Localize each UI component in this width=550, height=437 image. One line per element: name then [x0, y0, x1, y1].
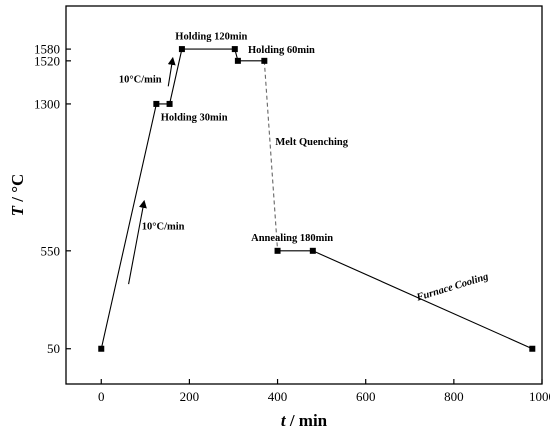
- x-tick-label: 400: [268, 389, 288, 404]
- x-axis-ticks: 0 200 400 600 800 1000: [98, 379, 550, 404]
- x-tick-label: 0: [98, 389, 105, 404]
- x-tick-label: 1000: [529, 389, 550, 404]
- x-tick-label: 600: [356, 389, 376, 404]
- y-tick-label: 1580: [34, 42, 60, 57]
- data-point-marker: [234, 57, 241, 64]
- annotation-label: Holding 30min: [161, 113, 228, 124]
- melt-quench-dashed-line: [263, 60, 279, 251]
- data-point-marker: [231, 46, 238, 53]
- data-point-marker: [98, 345, 105, 352]
- y-axis-label: T / °C: [8, 174, 27, 217]
- rate-arrow: [167, 56, 176, 87]
- y-tick-label: 550: [41, 243, 61, 258]
- annotation-label: Holding 120min: [175, 31, 247, 42]
- series-line: [277, 250, 533, 350]
- annotation-label: Annealing 180min: [251, 233, 333, 244]
- marker-layer: [98, 46, 536, 352]
- annotation-label: Melt Quenching: [275, 137, 348, 148]
- data-point-marker: [178, 46, 185, 53]
- data-point-marker: [166, 100, 173, 107]
- plot-frame: [65, 5, 543, 385]
- annotation-label: 10°C/min: [142, 221, 185, 232]
- annotation-label: 10°C/min: [119, 74, 162, 85]
- arrow-layer: [128, 56, 176, 285]
- y-axis-unit: / °C: [8, 174, 27, 206]
- y-axis-symbol: T: [8, 205, 27, 216]
- y-tick-label: 1520: [34, 53, 60, 68]
- data-point-marker: [261, 57, 268, 64]
- x-axis-label: t / min: [281, 411, 328, 430]
- y-tick-label: 50: [47, 341, 60, 356]
- x-axis-symbol: t: [281, 411, 287, 430]
- x-tick-label: 800: [444, 389, 464, 404]
- series-line: [100, 48, 265, 349]
- rate-arrow: [128, 199, 147, 285]
- annotation-label: Furnace Cooling: [414, 271, 489, 304]
- data-point-marker: [309, 247, 316, 254]
- y-tick-label: 1300: [34, 96, 60, 111]
- x-axis-unit: / min: [286, 411, 328, 430]
- x-tick-label: 200: [180, 389, 200, 404]
- data-point-marker: [274, 247, 281, 254]
- data-point-marker: [153, 100, 160, 107]
- data-point-marker: [529, 345, 536, 352]
- annotation-label: Holding 60min: [248, 45, 315, 56]
- series-layer: [100, 48, 533, 350]
